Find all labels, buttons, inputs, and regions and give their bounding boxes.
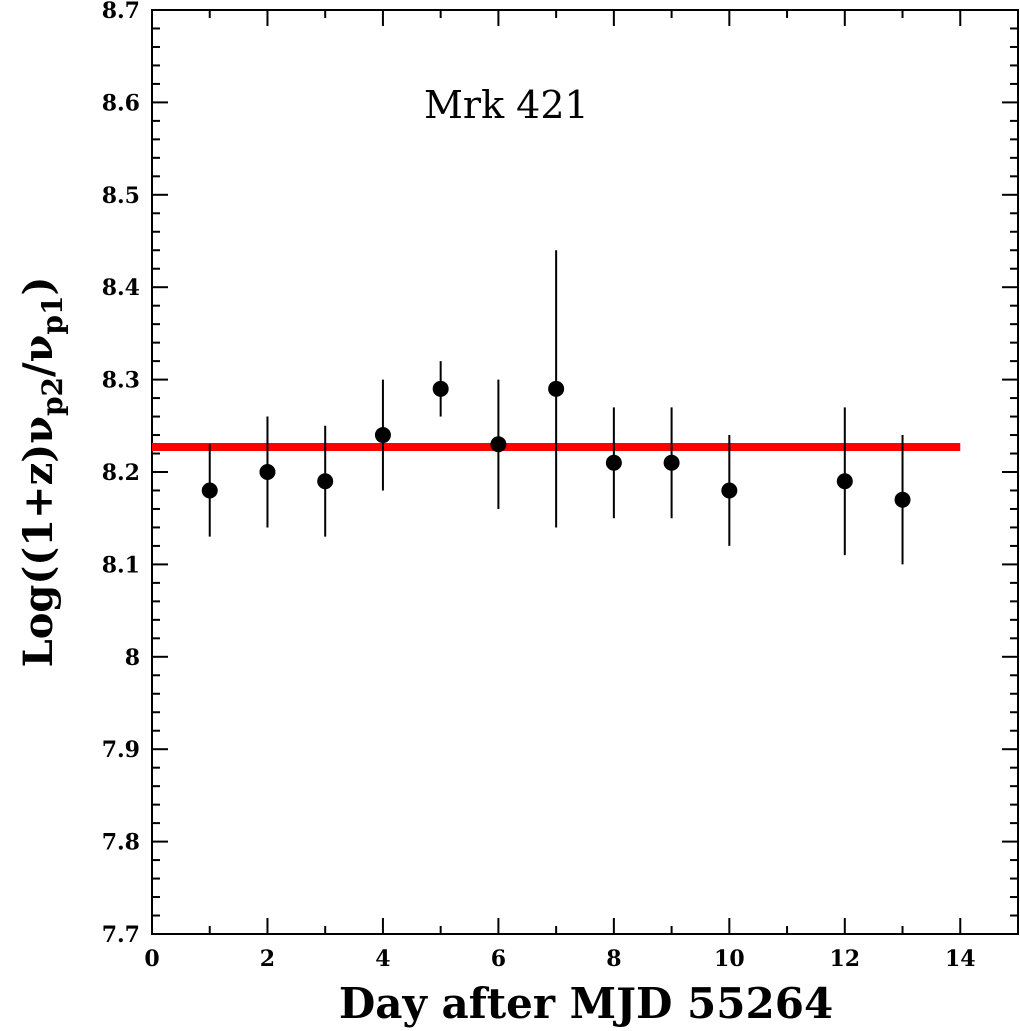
x-tick-label: 8 [606, 946, 621, 972]
data-point [894, 491, 911, 508]
data-point [663, 454, 680, 471]
x-tick-label: 4 [375, 946, 390, 972]
y-tick-label: 7.9 [102, 737, 140, 763]
y-tick-label: 7.7 [102, 922, 140, 948]
y-tick-label: 8.6 [102, 90, 140, 116]
y-axis-title: Log((1+z)νp2/νp1) [15, 277, 69, 668]
x-tick-label: 10 [714, 946, 745, 972]
annotation-label: Mrk 421 [424, 83, 589, 127]
x-tick-label: 12 [829, 946, 860, 972]
data-point [605, 454, 622, 471]
x-tick-label: 14 [945, 946, 976, 972]
data-point [432, 380, 449, 397]
x-axis-title: Day after MJD 55264 [339, 979, 833, 1028]
plot-frame [151, 9, 1019, 935]
data-point [836, 473, 853, 490]
data-point [201, 482, 218, 499]
data-points [201, 380, 911, 508]
data-point [259, 464, 276, 480]
data-point [548, 380, 565, 397]
x-tick-label: 6 [491, 946, 506, 972]
y-tick-label: 8 [125, 645, 140, 671]
y-tick-label: 8.5 [102, 183, 140, 209]
tick-labels: 0 2 4 6 8 10 12 14 7.7 7.8 7.9 8 8.1 8.2 8.3 8.4 8.5 8.6 8… [102, 0, 976, 972]
y-tick-label: 8.1 [102, 552, 140, 578]
data-point [317, 473, 334, 490]
y-tick-label: 8.3 [102, 368, 140, 394]
y-tick-label: 7.8 [102, 830, 140, 856]
y-tick-label: 8.2 [102, 460, 140, 486]
data-point [490, 436, 507, 453]
error-bars [208, 250, 904, 565]
y-tick-label: 8.7 [102, 0, 140, 24]
data-point [374, 427, 391, 444]
ticks [151, 9, 1019, 935]
data-point [721, 482, 738, 499]
x-tick-label: 0 [144, 946, 159, 972]
y-tick-label: 8.4 [102, 275, 140, 301]
x-tick-label: 2 [260, 946, 275, 972]
